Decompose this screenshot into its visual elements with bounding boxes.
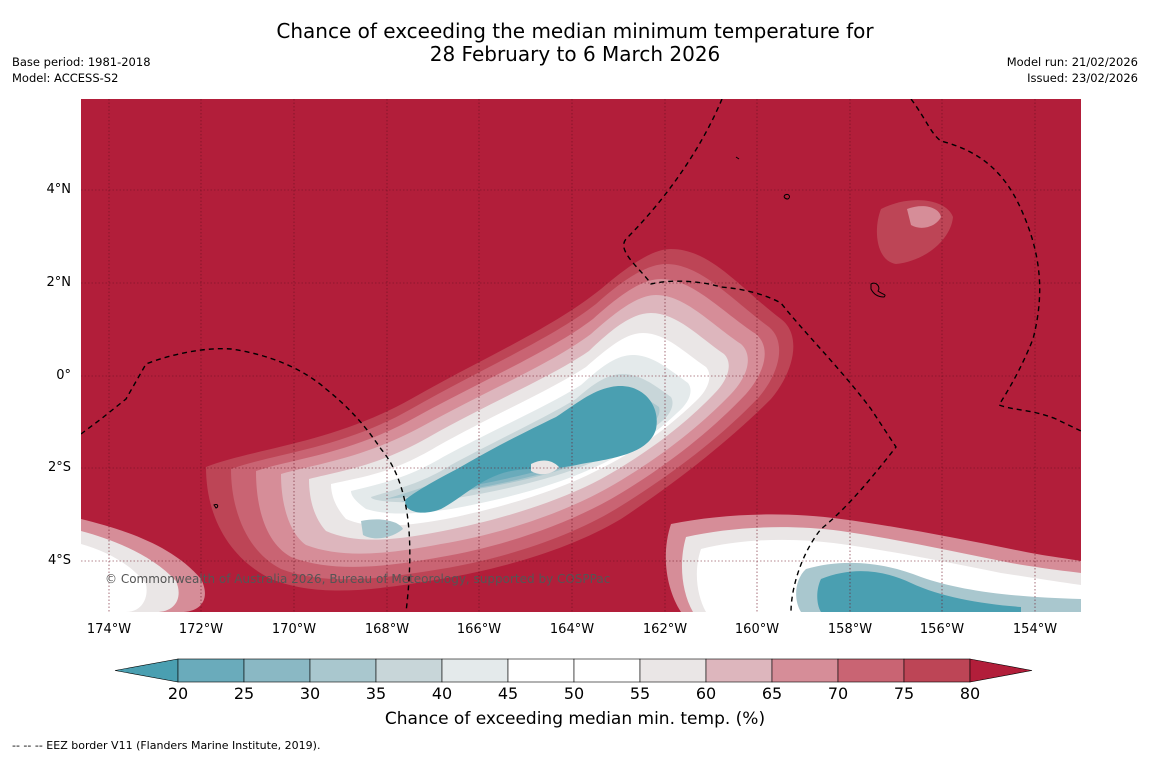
meta-right: Model run: 21/02/2026 Issued: 23/02/2026	[1007, 54, 1138, 86]
lat-label: 2°S	[47, 460, 71, 475]
colorbar-tick-label: 55	[629, 684, 651, 703]
lon-label: 164°W	[549, 622, 595, 637]
map-gridlines	[81, 99, 1081, 612]
map-title-line2: 28 February to 6 March 2026	[429, 42, 721, 66]
eez-footnote: -- -- -- EEZ border V11 (Flanders Marine…	[12, 739, 321, 752]
meta-left: Base period: 1981-2018 Model: ACCESS-S2	[12, 54, 151, 86]
lon-label: 172°W	[178, 622, 224, 637]
lon-label: 162°W	[642, 622, 688, 637]
colorbar-tick-label: 35	[365, 684, 387, 703]
colorbar-tick-label: 20	[167, 684, 189, 703]
colorbar-tick-label: 75	[893, 684, 915, 703]
colorbar-cell	[837, 658, 905, 683]
map-svg	[81, 99, 1081, 612]
model-run: Model run: 21/02/2026	[1006, 55, 1138, 69]
colorbar-cell	[441, 658, 509, 683]
colorbar-cell	[177, 658, 245, 683]
lat-label: 4°S	[47, 553, 71, 568]
colorbar-tick-label: 25	[233, 684, 255, 703]
base-period: Base period: 1981-2018	[12, 55, 151, 69]
southwest-patch	[81, 519, 205, 612]
colorbar-tick-label: 40	[431, 684, 453, 703]
colorbar-cell	[309, 658, 377, 683]
colorbar-tick-label: 65	[761, 684, 783, 703]
lat-label: 0°	[56, 368, 71, 383]
lon-label: 154°W	[1012, 622, 1058, 637]
model-name: Model: ACCESS-S2	[12, 71, 119, 85]
island-outlines	[213, 156, 886, 509]
colorbar-cell	[573, 658, 641, 683]
lon-label: 170°W	[271, 622, 317, 637]
map-panel	[81, 99, 1081, 612]
northeast-patch	[876, 200, 953, 264]
colorbar-cell	[639, 658, 707, 683]
lon-label: 166°W	[456, 622, 502, 637]
southeast-patch	[665, 514, 1081, 612]
colorbar	[114, 658, 1033, 683]
colorbar-cell	[507, 658, 575, 683]
colorbar-cell	[243, 658, 311, 683]
colorbar-tick-label: 60	[695, 684, 717, 703]
lon-label: 158°W	[827, 622, 873, 637]
lon-label: 156°W	[919, 622, 965, 637]
lon-label: 160°W	[734, 622, 780, 637]
colorbar-title: Chance of exceeding median min. temp. (%…	[384, 709, 766, 729]
lat-label: 2°N	[46, 275, 72, 290]
lon-label: 174°W	[86, 622, 132, 637]
colorbar-tick-label: 45	[497, 684, 519, 703]
colorbar-cell	[903, 658, 971, 683]
colorbar-extend-high	[969, 658, 1033, 683]
eez-borders	[81, 99, 1081, 612]
lon-label: 168°W	[364, 622, 410, 637]
main-anomaly-band	[206, 249, 794, 591]
map-title-line1: Chance of exceeding the median minimum t…	[276, 19, 874, 43]
colorbar-cell	[375, 658, 443, 683]
copyright-notice: © Commonwealth of Australia 2026, Bureau…	[105, 572, 611, 586]
lat-label: 4°N	[46, 182, 72, 197]
issued-date: Issued: 23/02/2026	[1027, 71, 1138, 85]
colorbar-tick-label: 80	[959, 684, 981, 703]
colorbar-tick-label: 50	[563, 684, 585, 703]
colorbar-tick-label: 30	[299, 684, 321, 703]
colorbar-cell	[771, 658, 839, 683]
colorbar-extend-low	[114, 658, 179, 683]
colorbar-cell	[705, 658, 773, 683]
colorbar-tick-label: 70	[827, 684, 849, 703]
